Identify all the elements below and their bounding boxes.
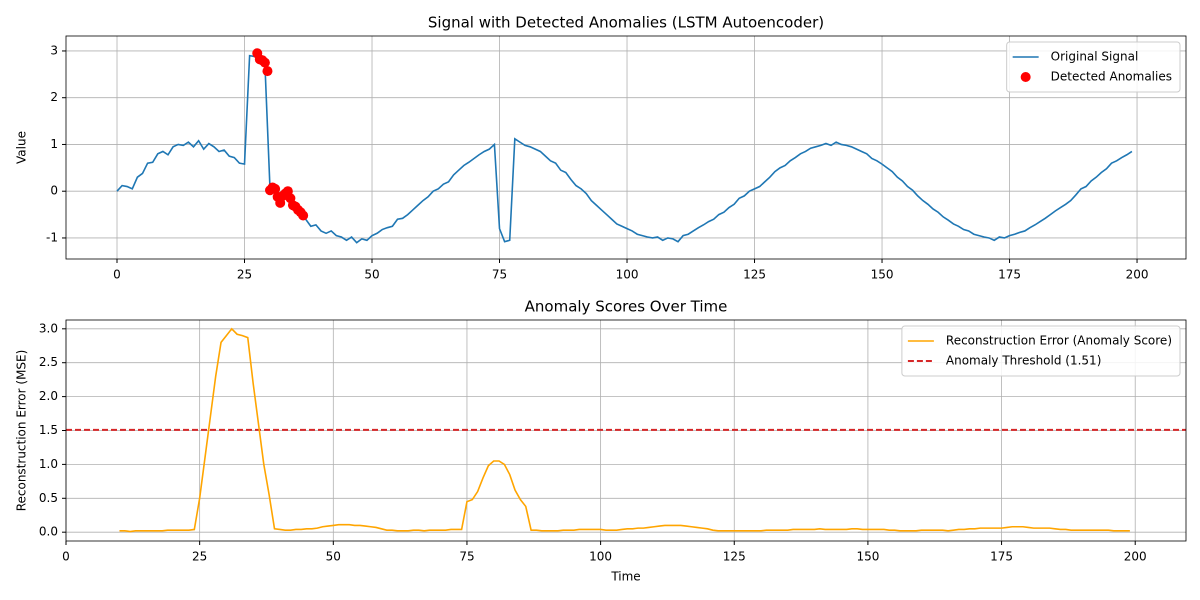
- legend-label: Reconstruction Error (Anomaly Score): [946, 334, 1172, 348]
- legend-label: Detected Anomalies: [1051, 70, 1172, 84]
- signal-line: [119, 327, 1130, 533]
- legend-box: [901, 325, 1181, 377]
- x-tick-label: 125: [743, 268, 766, 282]
- anomaly-point: [259, 57, 270, 68]
- plot-area: [116, 48, 1133, 244]
- x-tick-label: 200: [1124, 550, 1147, 564]
- y-tick-label: 2.5: [39, 355, 58, 369]
- anomaly-point: [298, 210, 309, 221]
- x-tick-label: 0: [62, 550, 70, 564]
- x-tick-label: 75: [492, 268, 507, 282]
- x-tick-label: 100: [589, 550, 612, 564]
- x-tick-label: 175: [998, 268, 1021, 282]
- y-tick-label: 2.0: [39, 389, 58, 403]
- x-tick-label: 100: [616, 268, 639, 282]
- x-axis-label: Time: [610, 570, 640, 584]
- legend-label: Anomaly Threshold (1.51): [946, 354, 1101, 368]
- chart-title: Anomaly Scores Over Time: [525, 298, 728, 316]
- y-tick-label: 0.5: [39, 491, 58, 505]
- legend-marker: [1020, 72, 1031, 82]
- x-tick-label: 0: [113, 268, 121, 282]
- anomaly-point: [270, 183, 281, 194]
- legend-box: [1006, 41, 1181, 93]
- axes-frame: [65, 35, 1187, 260]
- x-tick-label: 75: [459, 550, 474, 564]
- legend-label: Original Signal: [1051, 50, 1139, 64]
- signal-line: [116, 54, 1133, 244]
- x-tick-label: 150: [871, 268, 894, 282]
- y-tick-label: 3: [50, 43, 58, 57]
- y-tick-label: -1: [46, 230, 58, 244]
- legend: Original Signal Detected Anomalies: [1006, 41, 1181, 93]
- plot-area: [66, 327, 1186, 533]
- y-tick-label: 1.5: [39, 423, 58, 437]
- anomaly-point: [262, 66, 273, 77]
- x-tick-label: 25: [192, 550, 207, 564]
- y-axis-label: Value: [15, 131, 29, 164]
- y-tick-label: 1.0: [39, 457, 58, 471]
- chart-title: Signal with Detected Anomalies (LSTM Aut…: [428, 14, 824, 32]
- y-tick-label: 3.0: [39, 321, 58, 335]
- x-tick-label: 50: [364, 268, 379, 282]
- legend: Reconstruction Error (Anomaly Score) Anom…: [901, 325, 1181, 377]
- x-tick-label: 150: [856, 550, 879, 564]
- y-tick-label: 1: [50, 137, 58, 151]
- y-tick-label: 0: [50, 184, 58, 198]
- x-tick-label: 125: [723, 550, 746, 564]
- y-tick-label: 0.0: [39, 525, 58, 539]
- x-tick-label: 50: [326, 550, 341, 564]
- x-tick-label: 175: [990, 550, 1013, 564]
- y-tick-label: 2: [50, 90, 58, 104]
- y-axis-label: Reconstruction Error (MSE): [15, 350, 29, 512]
- x-tick-label: 25: [237, 268, 252, 282]
- x-tick-label: 200: [1126, 268, 1149, 282]
- axes-frame: [65, 319, 1187, 542]
